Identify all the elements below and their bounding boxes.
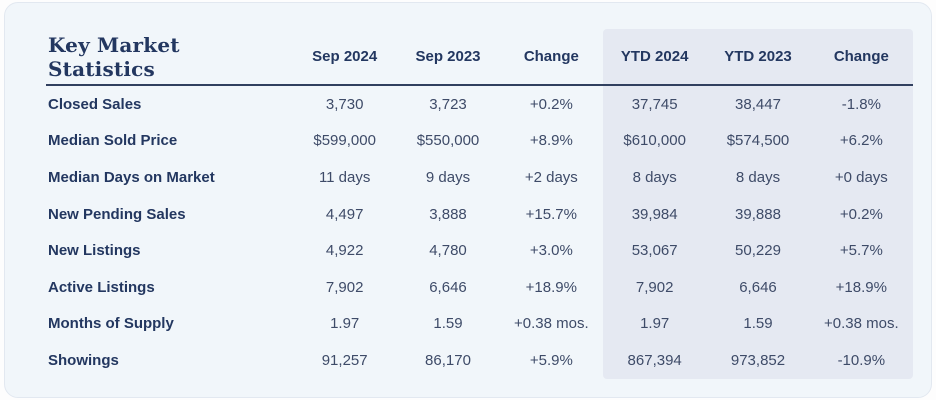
cell: 38,447 [735, 95, 781, 113]
cell: 37,745 [631, 95, 678, 113]
cell: 1.97 [640, 315, 670, 333]
cell: +2 days [524, 168, 578, 186]
row-label: Showings [48, 351, 119, 369]
table-row-active-listings: Active Listings 7,902 6,646 +18.9% 7,902… [46, 269, 913, 306]
cell: 39,888 [735, 205, 781, 223]
row-label: New Listings [48, 242, 141, 260]
cell: 6,646 [739, 278, 777, 296]
cell: 9 days [425, 168, 471, 186]
cell: 3,888 [429, 205, 467, 223]
cell: -10.9% [837, 351, 886, 369]
column-header-ytd-2024: YTD 2024 [620, 48, 689, 65]
cell: +3.0% [529, 242, 573, 260]
cell: 1.97 [330, 315, 360, 333]
column-header-change-ytd: Change [833, 48, 889, 65]
cell: 867,394 [627, 351, 682, 369]
cell: +5.7% [839, 242, 883, 260]
column-header-sep-2024: Sep 2024 [312, 48, 378, 65]
row-label: Median Sold Price [48, 132, 178, 150]
cell: 6,646 [429, 278, 467, 296]
cell: 1.59 [743, 315, 773, 333]
cell: +0.2% [529, 95, 573, 113]
cell: 4,922 [325, 242, 364, 260]
cell: $610,000 [623, 132, 686, 150]
row-label: Closed Sales [48, 95, 142, 113]
cell: 7,902 [325, 278, 364, 296]
cell: $550,000 [416, 132, 480, 150]
row-label: Months of Supply [48, 315, 174, 333]
cell: +6.2% [839, 132, 883, 150]
ytd-highlight-band [603, 29, 913, 379]
cell: 39,984 [631, 205, 678, 223]
cell: 8 days [735, 168, 781, 186]
cell: +18.9% [525, 278, 577, 296]
cell: +8.9% [529, 132, 573, 150]
cell: $599,000 [313, 132, 376, 150]
cell: 7,902 [635, 278, 674, 296]
table-header-row: Key Market Statistics Sep 2024 Sep 2023 … [46, 29, 913, 84]
cell: +0.38 mos. [824, 315, 899, 333]
cell: 3,730 [325, 95, 364, 113]
table-row-median-sold-price: Median Sold Price $599,000 $550,000 +8.9… [46, 123, 913, 160]
cell: +15.7% [525, 205, 577, 223]
cell: +0 days [834, 168, 888, 186]
row-label: Active Listings [48, 278, 155, 296]
column-header-sep-2023: Sep 2023 [415, 48, 481, 65]
table-row-new-listings: New Listings 4,922 4,780 +3.0% 53,067 50… [46, 232, 913, 269]
cell: +18.9% [835, 278, 887, 296]
cell: -1.8% [841, 95, 881, 113]
column-header-change-month: Change [523, 48, 579, 65]
cell: 11 days [318, 168, 371, 186]
cell: 1.59 [433, 315, 463, 333]
cell: 50,229 [735, 242, 781, 260]
cell: 86,170 [425, 351, 471, 369]
table-row-closed-sales: Closed Sales 3,730 3,723 +0.2% 37,745 38… [46, 86, 913, 123]
table-row-showings: Showings 91,257 86,170 +5.9% 867,394 973… [46, 342, 913, 379]
table-row-months-of-supply: Months of Supply 1.97 1.59 +0.38 mos. 1.… [46, 306, 913, 343]
cell: 91,257 [321, 351, 368, 369]
cell: 973,852 [730, 351, 786, 369]
header-separator [46, 84, 913, 86]
cell: 4,780 [429, 242, 467, 260]
cell: 8 days [632, 168, 677, 186]
page-title: Key Market Statistics [48, 32, 180, 81]
cell: 4,497 [325, 205, 364, 223]
cell: $574,500 [726, 132, 790, 150]
cell: +5.9% [529, 351, 573, 369]
column-header-ytd-2023: YTD 2023 [724, 48, 792, 65]
row-label: Median Days on Market [48, 168, 215, 186]
cell: +0.38 mos. [514, 315, 589, 333]
cell: 53,067 [631, 242, 678, 260]
cell: 3,723 [429, 95, 467, 113]
table-row-new-pending-sales: New Pending Sales 4,497 3,888 +15.7% 39,… [46, 196, 913, 233]
statistics-card: Key Market Statistics Sep 2024 Sep 2023 … [4, 2, 932, 398]
table-row-median-days-on-market: Median Days on Market 11 days 9 days +2 … [46, 159, 913, 196]
row-label: New Pending Sales [48, 205, 186, 223]
cell: +0.2% [839, 205, 883, 223]
statistics-table: Key Market Statistics Sep 2024 Sep 2023 … [46, 29, 913, 379]
